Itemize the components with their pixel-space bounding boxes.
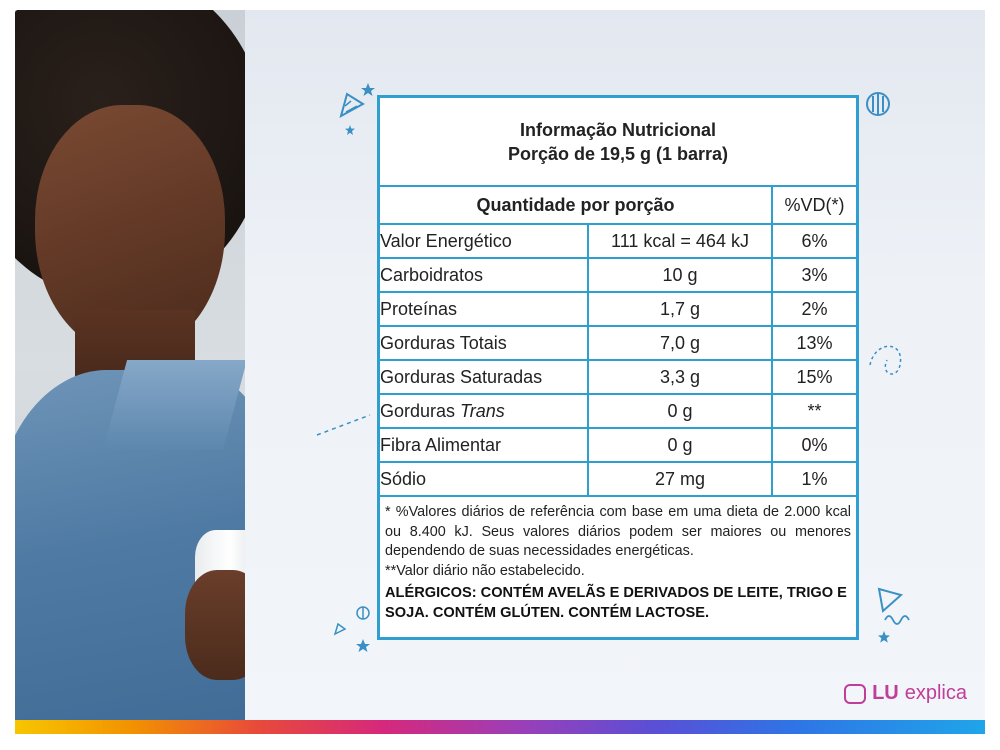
rainbow-bar	[15, 720, 985, 734]
nutrient-amount: 7,0 g	[587, 325, 773, 361]
photo-collar	[102, 360, 245, 450]
nutrient-name: Gorduras	[380, 400, 461, 421]
small-star-icon	[345, 125, 355, 135]
header-vd: %VD(*)	[771, 187, 856, 225]
main-frame: Informação Nutricional Porção de 19,5 g …	[15, 10, 985, 720]
footnotes: * %Valores diários de referência com bas…	[380, 497, 856, 581]
star-icon-bottom-right	[878, 631, 890, 643]
nutrient-name: Valor Energético	[380, 223, 589, 259]
nutrient-name-italic: Trans	[460, 400, 505, 421]
allergen-warning: ALÉRGICOS: CONTÉM AVELÃS E DERIVADOS DE …	[385, 585, 847, 621]
nutrition-title-block: Informação Nutricional Porção de 19,5 g …	[380, 98, 856, 187]
striped-ball-icon	[866, 92, 890, 116]
table-row: Fibra Alimentar 0 g 0%	[380, 427, 856, 463]
star-icon	[361, 83, 375, 96]
brand-explica: explica	[904, 682, 967, 704]
nutrient-amount: 0 g	[587, 427, 773, 463]
brand-logo: LU explica	[844, 682, 967, 705]
striped-ball-small-icon	[356, 606, 370, 620]
nutrient-amount: 1,7 g	[587, 291, 773, 327]
woman-photo	[15, 10, 245, 720]
nutrient-name-trans: Gorduras Trans	[380, 393, 589, 429]
nutrient-vd: 2%	[771, 291, 856, 327]
nutrient-amount: 3,3 g	[587, 359, 773, 395]
table-header-row: Quantidade por porção %VD(*)	[380, 187, 856, 225]
party-hat-icon	[339, 92, 365, 119]
nutrient-vd: 6%	[771, 223, 856, 259]
nutrient-vd: 0%	[771, 427, 856, 463]
footnote-not-established: **Valor diário não estabelecido.	[385, 562, 585, 579]
nutrient-name: Carboidratos	[380, 257, 589, 293]
table-row: Sódio 27 mg 1%	[380, 461, 856, 497]
table-row: Proteínas 1,7 g 2%	[380, 291, 856, 327]
nutrient-name: Sódio	[380, 461, 589, 497]
squiggle-icon	[884, 615, 910, 625]
header-quantity: Quantidade por porção	[380, 187, 773, 225]
speech-bubble-icon	[844, 683, 867, 704]
star-icon-bottom-left	[356, 639, 370, 652]
nutrient-vd: 15%	[771, 359, 856, 395]
nutrient-amount: 111 kcal = 464 kJ	[587, 223, 773, 259]
nutrient-amount: 27 mg	[587, 461, 773, 497]
nutrition-title: Informação Nutricional	[519, 120, 717, 140]
nutrient-name: Gorduras Saturadas	[380, 359, 589, 395]
nutrient-amount: 10 g	[587, 257, 773, 293]
nutrient-vd: 3%	[771, 257, 856, 293]
party-hat-icon-right	[877, 587, 904, 613]
party-hat-small-icon	[333, 622, 347, 636]
nutrient-name: Gorduras Totais	[380, 325, 589, 361]
table-row: Carboidratos 10 g 3%	[380, 257, 856, 293]
nutrient-vd: **	[771, 393, 856, 429]
brand-lu: LU	[872, 682, 899, 704]
table-row: Gorduras Totais 7,0 g 13%	[380, 325, 856, 361]
nutrient-name: Fibra Alimentar	[380, 427, 589, 463]
nutrition-facts-panel: Informação Nutricional Porção de 19,5 g …	[377, 95, 859, 640]
serving-size: Porção de 19,5 g (1 barra)	[507, 144, 729, 164]
dashed-line-decoration	[316, 414, 371, 436]
photo-hand	[185, 570, 245, 680]
nutrient-name: Proteínas	[380, 291, 589, 327]
nutrient-vd: 1%	[771, 461, 856, 497]
nutrient-vd: 13%	[771, 325, 856, 361]
table-row: Valor Energético 111 kcal = 464 kJ 6%	[380, 223, 856, 259]
footnote-daily-values: * %Valores diários de referência com bas…	[385, 504, 851, 559]
table-row: Gorduras Saturadas 3,3 g 15%	[380, 359, 856, 395]
swirl-decoration-icon	[869, 345, 902, 375]
nutrient-amount: 0 g	[587, 393, 773, 429]
table-row: Gorduras Trans 0 g **	[380, 393, 856, 429]
nutrition-table: Quantidade por porção %VD(*) Valor Energ…	[380, 187, 856, 497]
